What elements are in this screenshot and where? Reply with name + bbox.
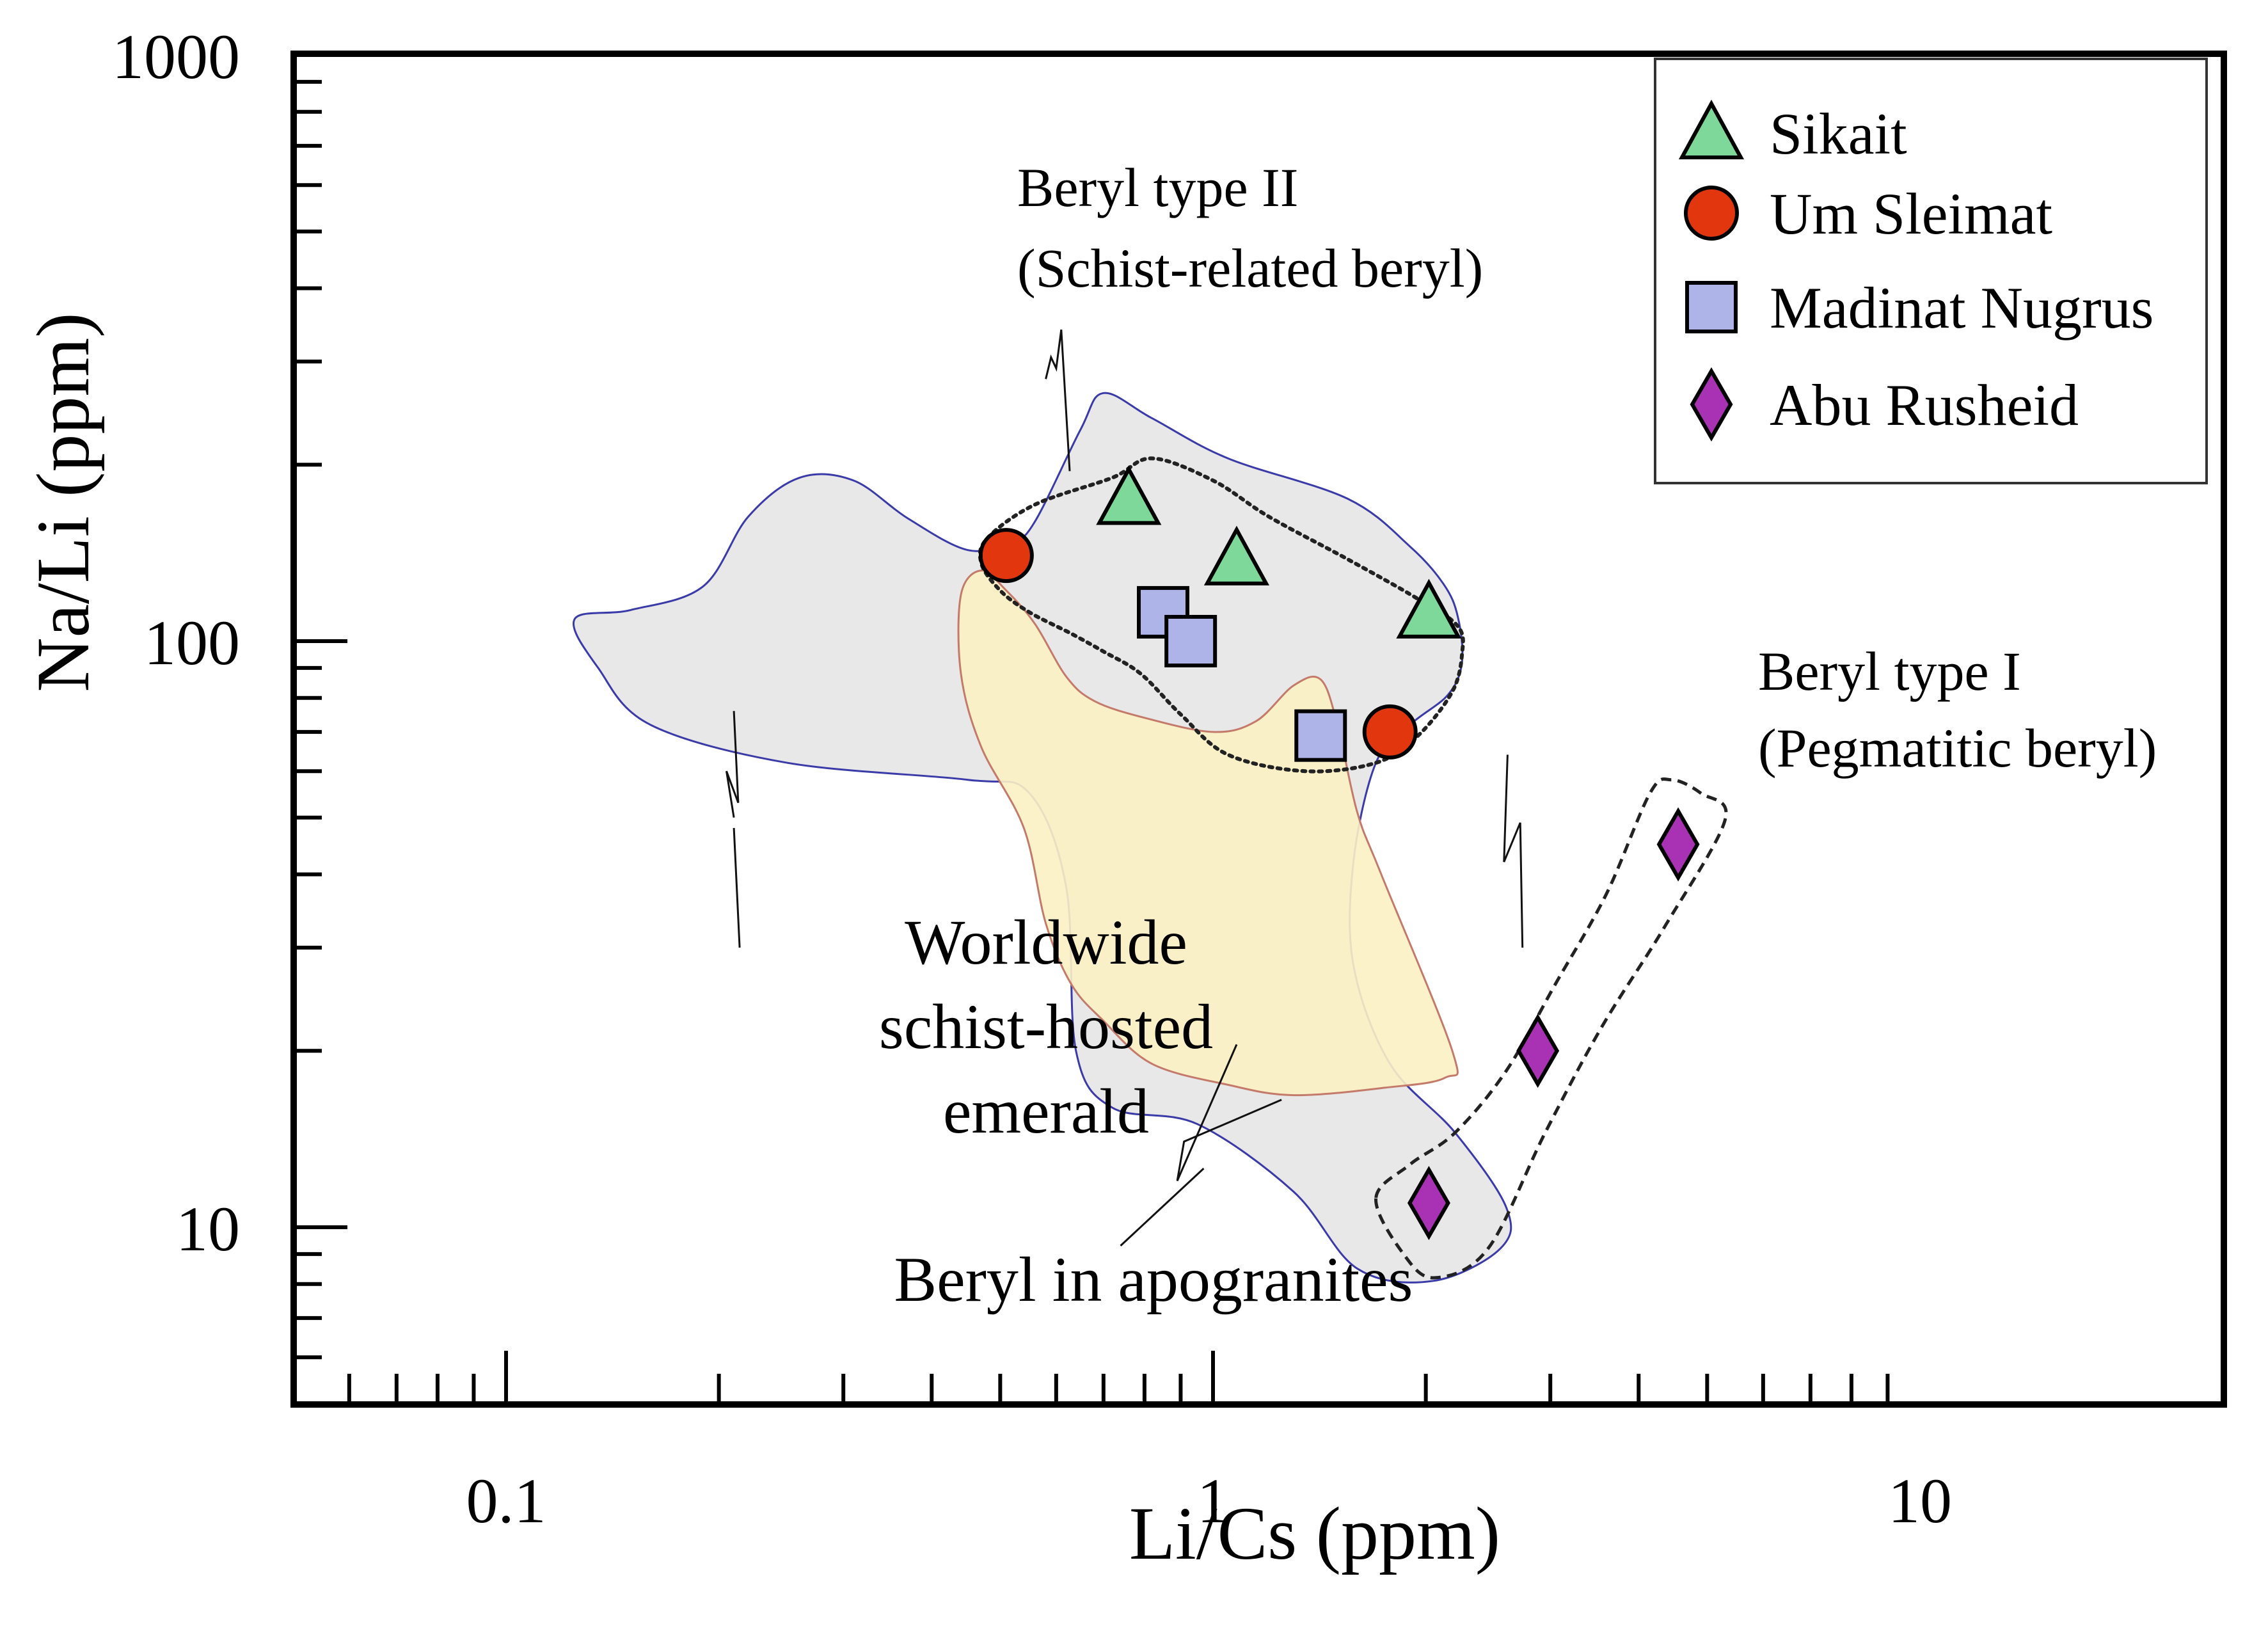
y-axis-label: Na/Li (ppm) — [21, 312, 105, 692]
region-fields — [573, 392, 1728, 1284]
label-schist-hosted: schist-hosted — [879, 991, 1213, 1062]
legend: Sikait Um Sleimat Madinat Nugrus Abu Rushei… — [1654, 58, 2208, 484]
field-beryl-in-apogranites — [957, 569, 1459, 1097]
plot-frame — [290, 51, 2227, 1408]
label-schist-related-beryl: (Schist-related beryl) — [1017, 237, 1483, 299]
leader-line-3 — [733, 827, 741, 948]
point-madinat-nugrus — [1137, 585, 1190, 639]
label-pegmatitic-beryl: (Pegmatitic beryl) — [1758, 717, 2157, 779]
point-abu-rusheid — [1407, 1166, 1450, 1241]
x-axis-label: Li/Cs (ppm) — [1129, 1492, 1500, 1575]
label-beryl-type-ii: Beryl type II — [1017, 157, 1298, 218]
field-beryl-type-ii — [978, 456, 1465, 774]
point-sikait — [1096, 465, 1162, 525]
legend-box — [1654, 58, 2208, 484]
point-abu-rusheid — [1656, 807, 1700, 882]
point-um-sleimat — [978, 528, 1034, 584]
label-beryl-type-i: Beryl type I — [1758, 640, 2021, 702]
leader-line-5 — [1120, 1168, 1205, 1246]
y-tick-label-1000: 1000 — [112, 21, 240, 92]
x-tick-label-10: 10 — [1888, 1465, 1952, 1536]
point-abu-rusheid — [1516, 1014, 1560, 1088]
legend-marker-abu-rusheid — [1690, 367, 1733, 442]
x-tick-label-1: 1 — [1197, 1465, 1229, 1536]
legend-label-abu-rusheid: Abu Rusheid — [1770, 372, 2079, 438]
annotation-leader-lines — [726, 330, 1524, 1246]
leader-line-1 — [1045, 330, 1071, 472]
leader-line-6 — [1503, 754, 1524, 948]
data-points — [978, 465, 1700, 1241]
y-tick-label-10: 10 — [176, 1193, 240, 1264]
legend-label-madinat-nugrus: Madinat Nugrus — [1770, 275, 2153, 340]
legend-label-sikait: Sikait — [1770, 101, 1907, 166]
point-um-sleimat — [1362, 704, 1418, 760]
label-emerald: emerald — [943, 1076, 1149, 1147]
point-madinat-nugrus — [1164, 615, 1217, 667]
leader-line-2 — [726, 711, 740, 818]
legend-label-um-sleimat: Um Sleimat — [1770, 181, 2053, 246]
field-beryl-type-i — [1374, 777, 1728, 1280]
legend-marker-madinat-nugrus — [1685, 281, 1738, 333]
x-tick-label-0.1: 0.1 — [466, 1465, 546, 1536]
label-worldwide: Worldwide — [905, 907, 1187, 978]
point-madinat-nugrus — [1294, 709, 1347, 762]
tick-labels: 0.1 1 10 10 100 1000 — [112, 21, 1952, 1536]
point-sikait — [1396, 578, 1462, 639]
y-tick-label-100: 100 — [144, 607, 240, 678]
axis-ticks — [294, 79, 1890, 1404]
label-beryl-in-apogranites: Beryl in apogranites — [894, 1244, 1413, 1315]
legend-marker-sikait — [1678, 99, 1745, 159]
leader-line-4 — [1176, 1044, 1282, 1182]
legend-marker-um-sleimat — [1684, 186, 1739, 241]
point-sikait — [1203, 525, 1269, 585]
